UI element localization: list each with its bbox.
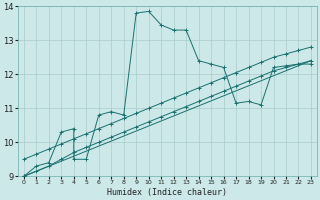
X-axis label: Humidex (Indice chaleur): Humidex (Indice chaleur): [108, 188, 228, 197]
